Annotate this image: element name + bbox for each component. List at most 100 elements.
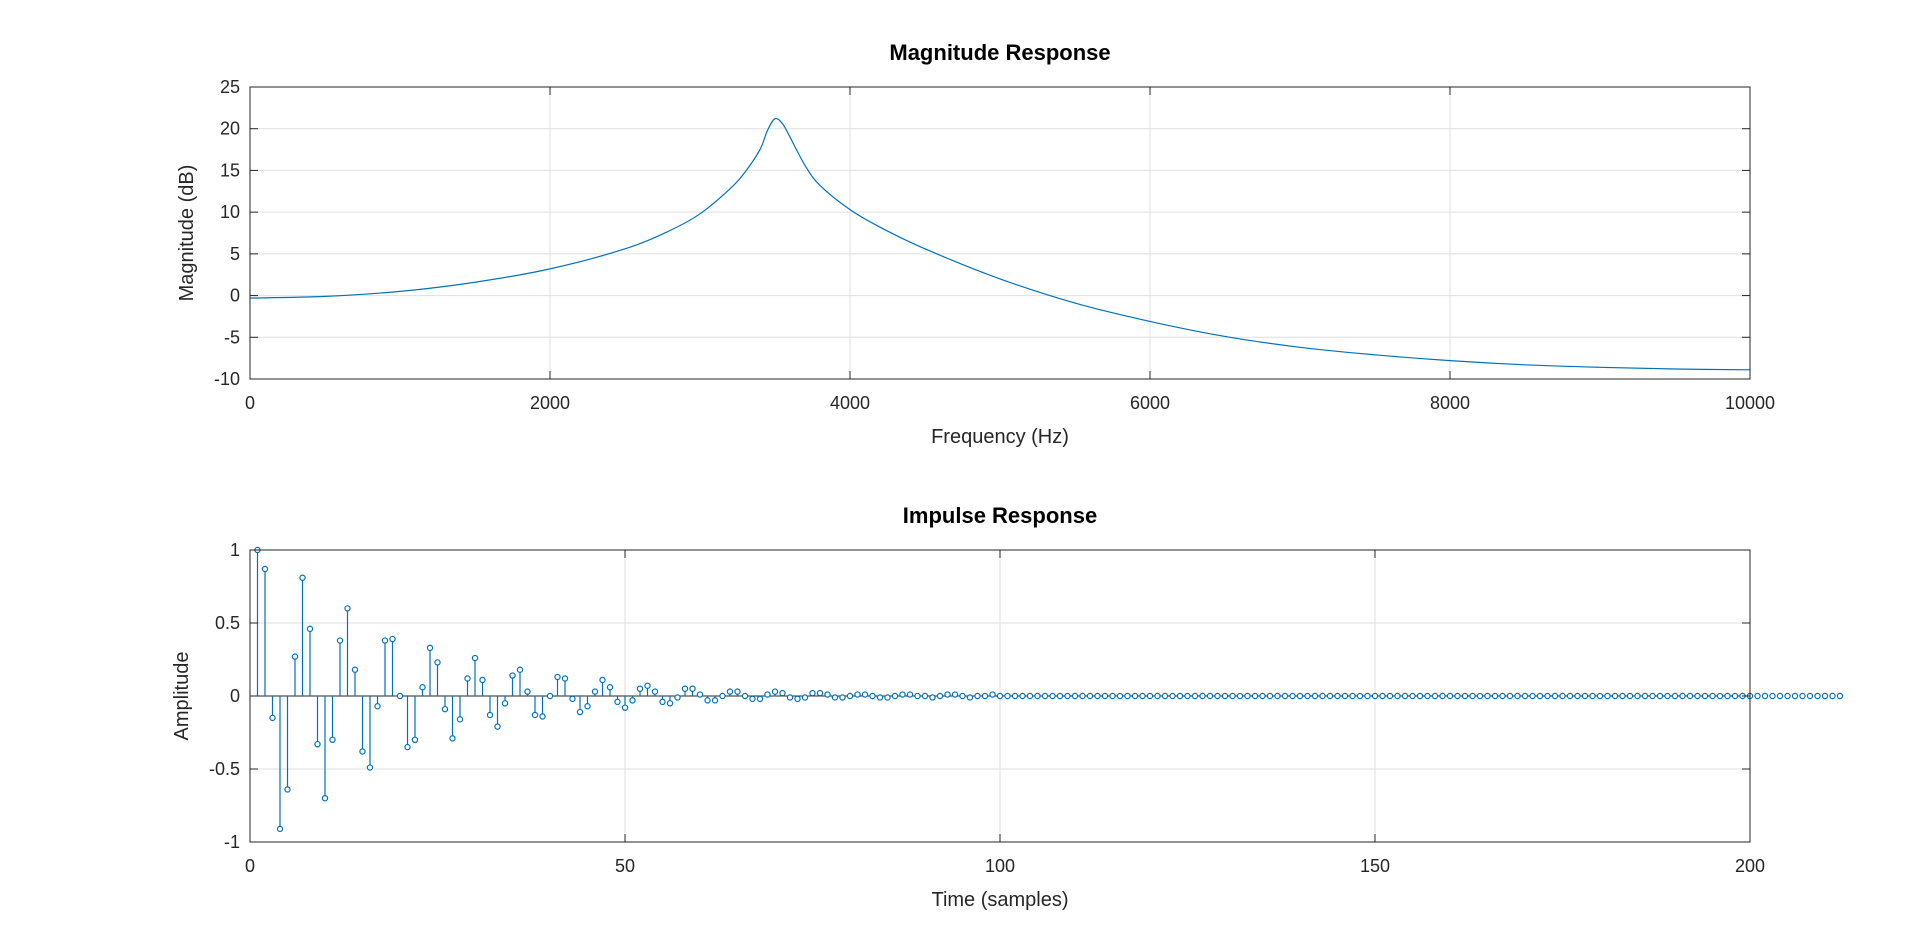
impulse-stem-marker	[1596, 692, 1604, 700]
magnitude-series	[249, 117, 1751, 371]
impulse-stem-marker	[884, 694, 891, 701]
impulse-stem-marker	[441, 705, 449, 713]
impulse-stem-marker	[989, 691, 996, 698]
impulse-stem-marker	[621, 704, 629, 711]
impulse-stem-marker	[921, 692, 929, 700]
impulse-stem-marker	[1829, 692, 1836, 700]
impulse-x-tick-label: 100	[985, 856, 1015, 876]
impulse-stem-marker	[1064, 692, 1071, 700]
impulse-stem-marker	[666, 700, 674, 707]
impulse-stem-marker	[1326, 692, 1334, 700]
impulse-stem-marker	[501, 700, 509, 707]
impulse-stem-marker	[869, 692, 876, 700]
impulse-stem-marker	[1686, 692, 1694, 700]
impulse-stem-marker	[711, 697, 719, 704]
impulse-stem-marker	[1769, 692, 1776, 700]
impulse-x-tick-label: 200	[1735, 856, 1765, 876]
impulse-stem-marker	[839, 694, 846, 701]
impulse-ticks: 0 50 100 150 200 -1 -0.5 0 0.5 1	[209, 540, 1765, 876]
impulse-stem-marker	[891, 692, 899, 700]
impulse-stem-marker	[606, 684, 614, 691]
impulse-stem-marker	[1379, 692, 1386, 700]
impulse-chart-title: Impulse Response	[903, 503, 1097, 528]
impulse-stem-marker	[786, 694, 794, 701]
impulse-stem-marker	[1311, 692, 1319, 700]
impulse-stem-marker	[1836, 692, 1844, 700]
impulse-stem-marker	[801, 694, 809, 701]
impulse-stem-marker	[464, 675, 471, 682]
magnitude-axes-background	[250, 87, 1750, 379]
impulse-stem-marker	[1701, 692, 1709, 700]
impulse-stem-marker	[636, 685, 644, 692]
impulse-stem-marker	[1694, 692, 1701, 700]
impulse-stem-marker	[1356, 692, 1364, 700]
impulse-stem-marker	[726, 688, 734, 695]
impulse-stem-marker	[1544, 692, 1551, 700]
impulse-stem-marker	[1484, 692, 1491, 700]
impulse-x-tick-label: 50	[615, 856, 635, 876]
impulse-stem-marker	[1656, 692, 1664, 700]
impulse-stem-marker	[419, 684, 426, 691]
impulse-stem-marker	[846, 692, 854, 700]
impulse-stem-marker	[1574, 692, 1581, 700]
impulse-stem-marker	[359, 748, 366, 755]
impulse-stem-marker	[674, 694, 681, 701]
impulse-stem-marker	[1206, 692, 1214, 700]
impulse-stem-marker	[1071, 692, 1079, 700]
impulse-stem-marker	[1589, 692, 1596, 700]
impulse-stem-marker	[1019, 692, 1026, 700]
impulse-stem-marker	[299, 574, 306, 581]
magnitude-y-tick-label: 15	[220, 160, 240, 180]
impulse-stem-marker	[1619, 692, 1626, 700]
impulse-stem-marker	[1709, 692, 1716, 700]
impulse-stem-marker	[651, 688, 659, 695]
magnitude-y-tick-label: 25	[220, 77, 240, 97]
impulse-stem-marker	[336, 637, 344, 644]
impulse-stem-marker	[1124, 692, 1131, 700]
impulse-stem-marker	[824, 691, 831, 698]
impulse-stem-marker	[1154, 692, 1161, 700]
impulse-stem-marker	[1011, 692, 1019, 700]
impulse-stem-marker	[599, 676, 606, 684]
impulse-y-tick-label: 0.5	[215, 613, 240, 633]
magnitude-x-tick-label: 0	[245, 393, 255, 413]
impulse-stem-marker	[1184, 692, 1191, 700]
impulse-stem-marker	[1349, 692, 1356, 700]
impulse-stem-marker	[1499, 692, 1506, 700]
magnitude-y-tick-label: 20	[220, 119, 240, 139]
impulse-stem-marker	[1296, 692, 1304, 700]
impulse-stem-marker	[396, 692, 404, 700]
impulse-stem-marker	[1611, 692, 1619, 700]
impulse-stem-marker	[1244, 692, 1251, 700]
impulse-stem-marker	[1679, 692, 1686, 700]
impulse-stem-marker	[861, 691, 869, 698]
impulse-stem-marker	[561, 675, 569, 682]
impulse-stem-marker	[749, 695, 756, 703]
impulse-stem-marker	[344, 605, 351, 612]
impulse-stem-marker	[614, 698, 621, 706]
impulse-x-tick-label: 150	[1360, 856, 1390, 876]
impulse-stem-marker	[1026, 692, 1034, 700]
impulse-stem-marker	[734, 688, 741, 695]
impulse-stem-marker	[1784, 692, 1791, 700]
impulse-stem-marker	[681, 685, 689, 692]
impulse-stem-marker	[1469, 692, 1476, 700]
impulse-stem-marker	[1109, 692, 1116, 700]
impulse-stem-marker	[1236, 692, 1244, 700]
impulse-stem-marker	[351, 666, 359, 673]
impulse-stem-marker	[374, 703, 381, 710]
impulse-stem-marker	[659, 698, 666, 706]
impulse-stem-marker	[1176, 692, 1184, 700]
impulse-stem-marker	[689, 685, 696, 692]
impulse-stem-marker	[554, 673, 561, 681]
impulse-stem-marker	[1454, 692, 1461, 700]
impulse-stem-marker	[1341, 692, 1349, 700]
impulse-stem-marker	[1304, 692, 1311, 700]
impulse-stem-marker	[1266, 692, 1274, 700]
impulse-stem-marker	[1214, 692, 1221, 700]
impulse-stem-marker	[1004, 692, 1011, 700]
impulse-stem-marker	[524, 688, 531, 695]
magnitude-x-tick-label: 6000	[1130, 393, 1170, 413]
impulse-y-tick-label: 1	[230, 540, 240, 560]
